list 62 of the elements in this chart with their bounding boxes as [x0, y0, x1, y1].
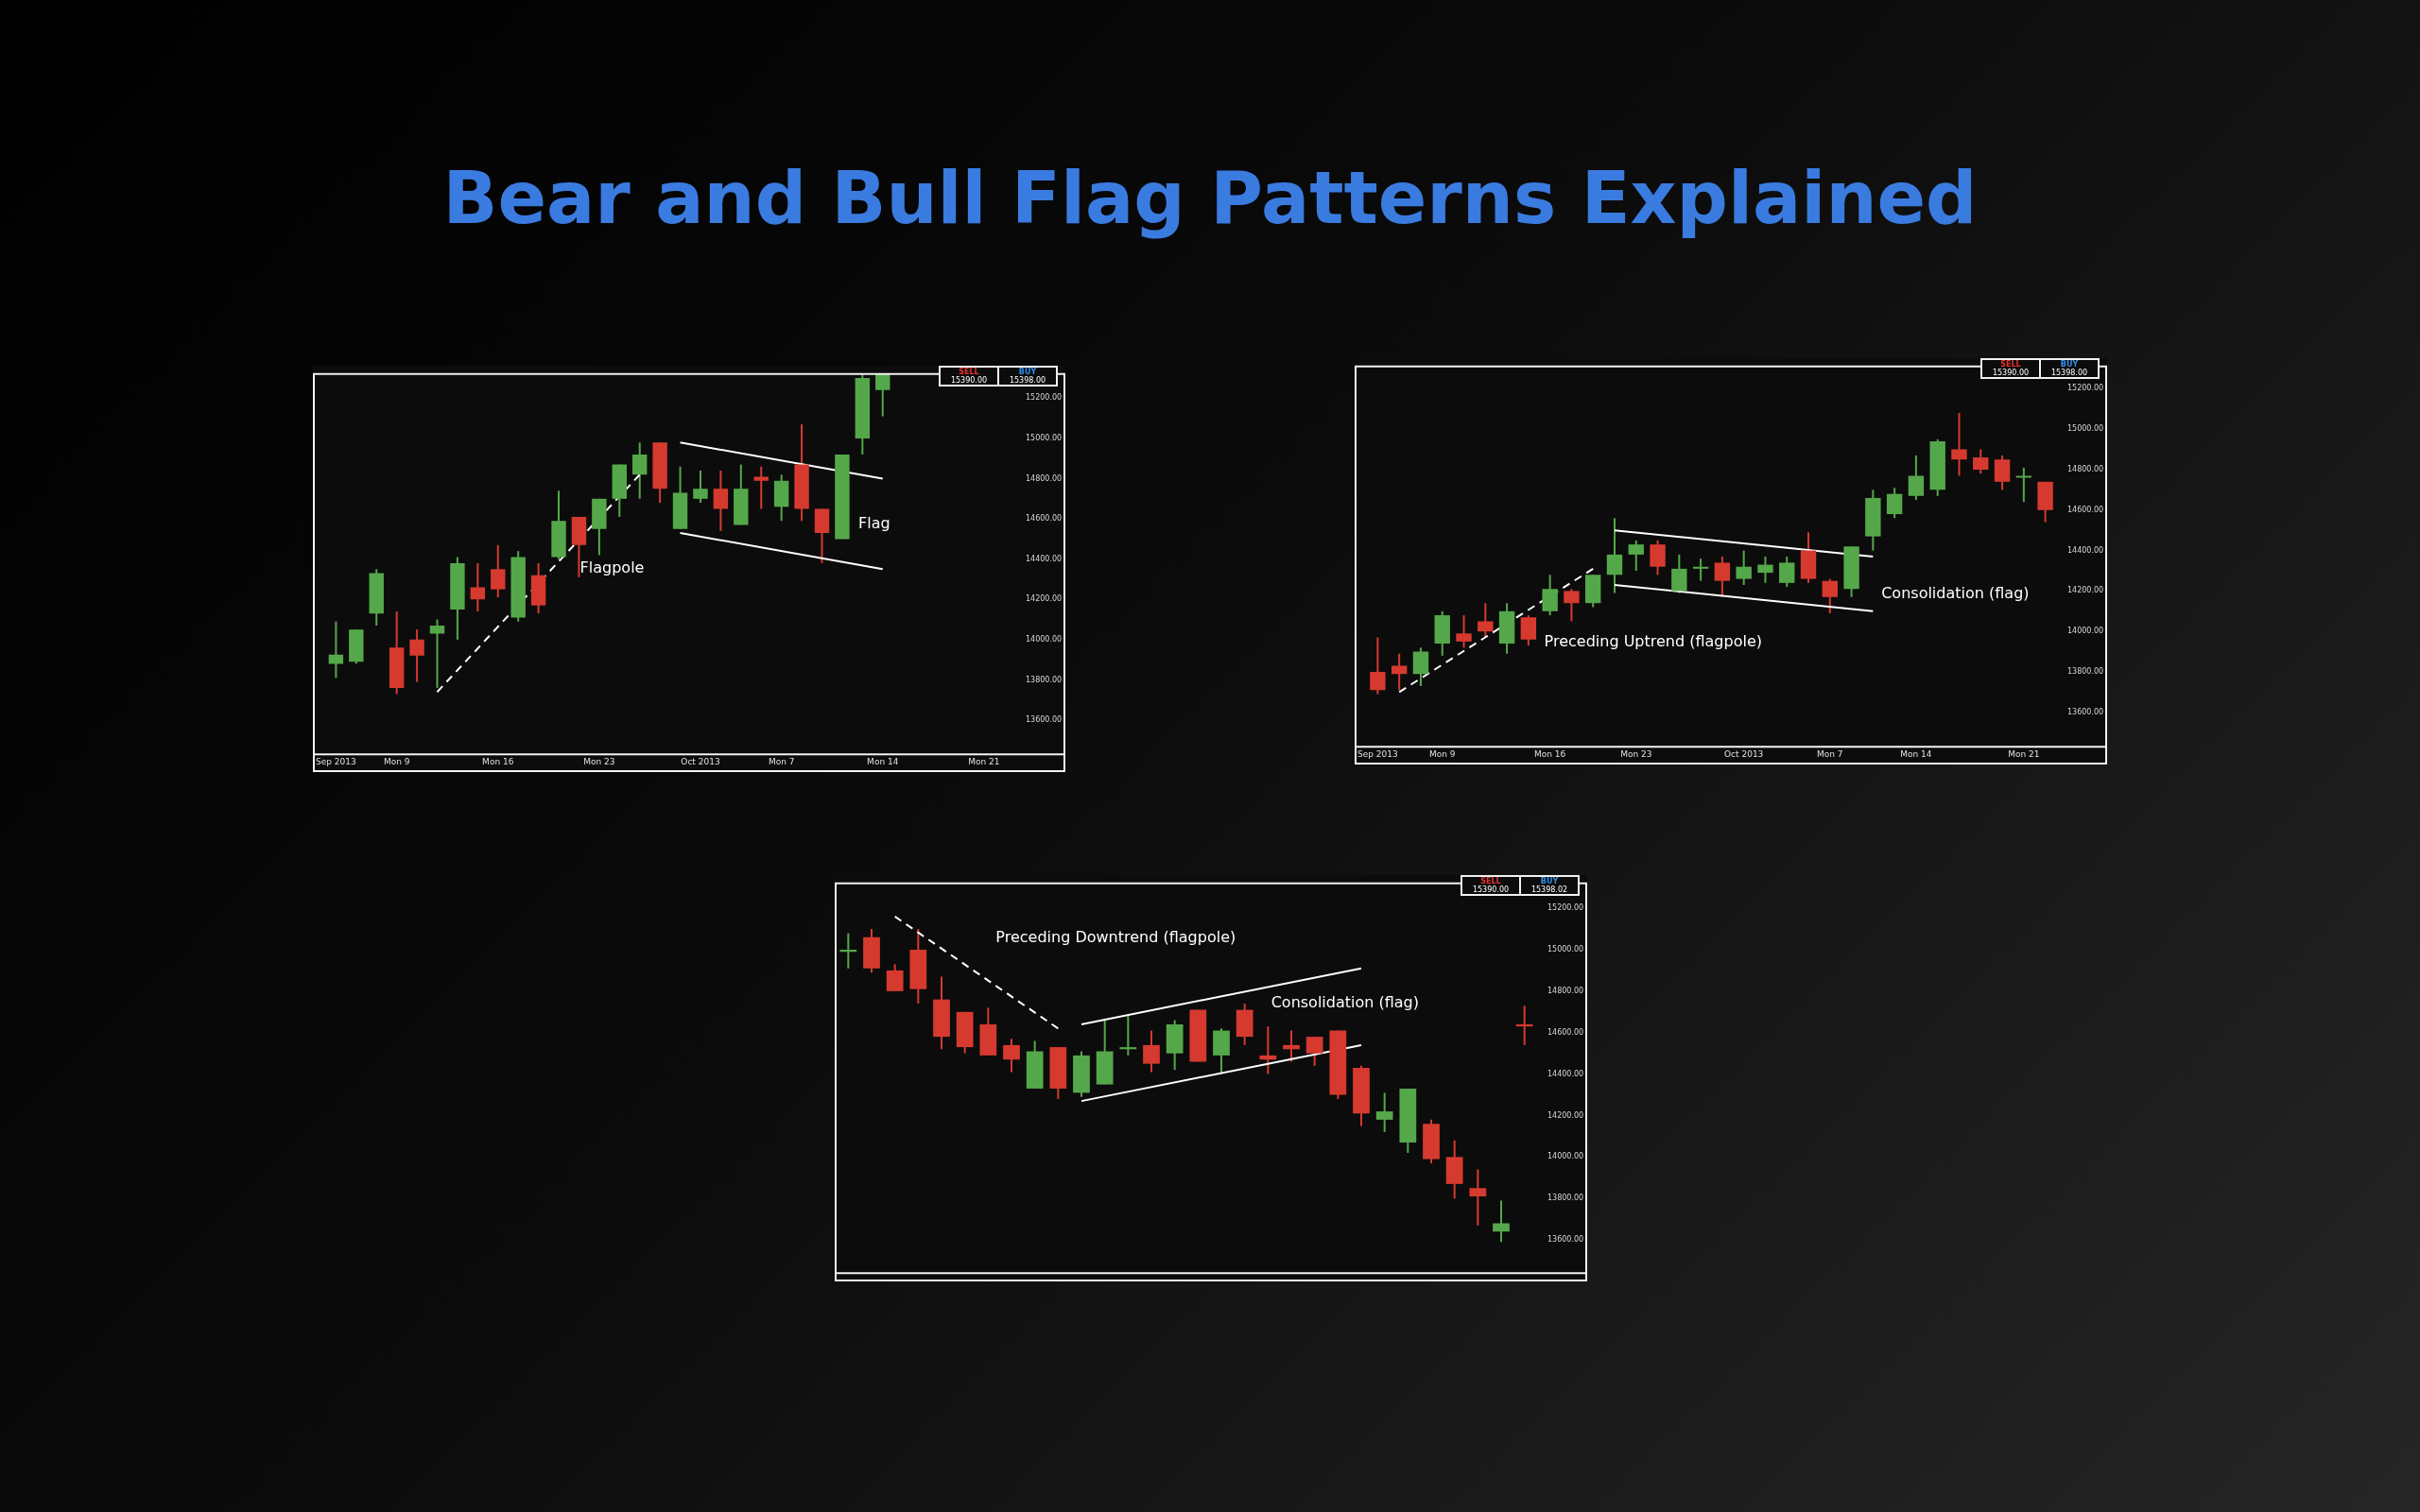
y-tick-label: 14600.00 [1547, 1027, 1584, 1037]
annotation: SELL [1999, 360, 2022, 369]
y-tick-label: 14200.00 [1547, 1110, 1584, 1120]
annotation: Preceding Uptrend (flagpole) [1544, 632, 1763, 651]
y-tick-label: 13600.00 [2067, 707, 2104, 716]
y-tick-label: 14600.00 [1026, 514, 1063, 524]
y-tick-label: 14800.00 [1547, 986, 1584, 995]
x-tick-label: Mon 21 [2008, 748, 2040, 759]
x-tick-label: Sep 2013 [316, 756, 356, 766]
y-tick-label: 13800.00 [1547, 1194, 1584, 1203]
x-tick-label: Oct 2013 [681, 756, 720, 766]
annotation: 15390.00 [1471, 885, 1511, 894]
annotation: Flagpole [579, 558, 645, 577]
y-tick-label: 14400.00 [1547, 1069, 1584, 1078]
x-tick-label: Sep 2013 [1357, 748, 1398, 759]
annotation: 15398.00 [1008, 376, 1047, 385]
y-tick-label: 15000.00 [1547, 945, 1584, 954]
y-tick-label: 13600.00 [1547, 1235, 1584, 1245]
y-tick-label: 15200.00 [1547, 903, 1584, 913]
y-tick-label: 13600.00 [1026, 715, 1063, 725]
x-tick-label: Mon 14 [1900, 748, 1932, 759]
y-tick-label: 14000.00 [1026, 634, 1063, 644]
y-tick-label: 14400.00 [1026, 554, 1063, 563]
price-box: SELL 15390.00 BUY 15398.00 [939, 366, 1058, 387]
x-tick-label: Oct 2013 [1724, 748, 1764, 759]
price-box: SELL 15390.00 BUY 15398.00 [1980, 358, 2100, 379]
annotation: 15390.00 [949, 376, 989, 385]
x-tick-label: Mon 9 [1428, 748, 1456, 759]
x-tick-label: Mon 23 [1620, 748, 1652, 759]
x-tick-label: Mon 16 [1534, 748, 1566, 759]
x-tick-label: Mon 7 [1817, 748, 1843, 759]
annotation: Consolidation (flag) [1270, 992, 1420, 1011]
y-tick-label: 15200.00 [1026, 393, 1063, 403]
x-tick-label: Mon 21 [968, 756, 1000, 766]
annotation: 15398.02 [1530, 885, 1569, 894]
annotation: Consolidation (flag) [1881, 583, 2030, 602]
x-tick-label: Mon 7 [768, 756, 795, 766]
annotation: 15390.00 [1991, 369, 2031, 377]
y-tick-label: 14200.00 [2067, 586, 2104, 595]
text: Bear and Bull Flag Patterns Explained [441, 156, 1979, 240]
annotation: 15398.00 [2049, 369, 2089, 377]
y-tick-label: 13800.00 [1026, 675, 1063, 684]
y-tick-label: 14800.00 [1026, 473, 1063, 483]
annotation: SELL [958, 368, 980, 376]
y-tick-label: 14800.00 [2067, 465, 2104, 474]
annotation: Preceding Downtrend (flagpole) [995, 927, 1236, 946]
y-tick-label: 14000.00 [1547, 1152, 1584, 1161]
y-tick-label: 14000.00 [2067, 627, 2104, 636]
y-tick-label: 14400.00 [2067, 545, 2104, 555]
y-tick-label: 13800.00 [2067, 667, 2104, 677]
y-tick-label: 14600.00 [2067, 505, 2104, 514]
y-tick-label: 14200.00 [1026, 594, 1063, 604]
price-box: SELL 15390.00 BUY 15398.02 [1461, 875, 1580, 896]
x-tick-label: Mon 23 [583, 756, 615, 766]
annotation: SELL [1479, 877, 1502, 885]
x-tick-label: Mon 14 [867, 756, 899, 766]
y-tick-label: 15000.00 [1026, 434, 1063, 443]
x-tick-label: Mon 9 [383, 756, 410, 766]
y-tick-label: 15200.00 [2067, 384, 2104, 393]
y-tick-label: 15000.00 [2067, 424, 2104, 434]
annotation: Flag [858, 513, 890, 532]
x-tick-label: Mon 16 [482, 756, 514, 766]
